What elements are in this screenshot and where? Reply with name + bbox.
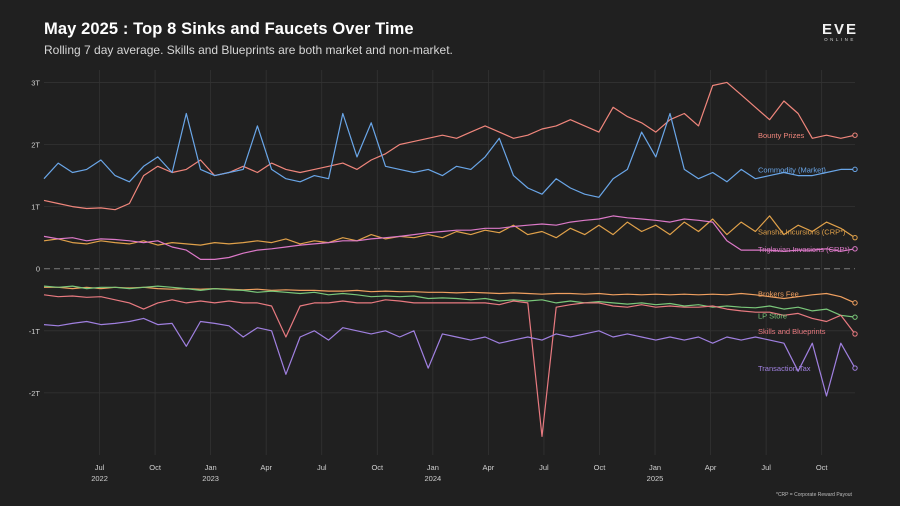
chart-gridlines [44,70,855,455]
x-tick-label: Apr [260,463,272,472]
y-tick-label: -1T [29,327,41,336]
series-end-marker [852,300,858,306]
x-tick-label: Jul [317,463,327,472]
series-end-marker [852,166,858,173]
x-axis: Jul 2022 Oct Jan 2023 Apr Jul Oct Jan 2024 Apr Jul O… [91,463,828,483]
x-tick-label: Jul [95,463,105,472]
y-tick-label: 0 [36,265,40,274]
series-line-lp-store [43,285,856,318]
x-tick-label: Oct [149,463,162,472]
y-tick-label: 2T [31,141,40,150]
series-end-marker [852,365,858,371]
series-line-brokers-fee [44,286,856,304]
x-year-label: 2024 [424,474,441,483]
series-line-sansha-incursions-crp [43,215,856,246]
x-tick-label: Jul [761,463,771,472]
y-axis: 3T 2T 1T 0 -1T -2T [29,78,41,397]
series-line-commodity-market [43,112,855,198]
x-year-label: 2022 [91,474,108,483]
series-end-marker [852,314,858,320]
series-label-lp-store: LP Store [758,311,787,320]
y-tick-label: 1T [31,203,40,212]
series-label-bounty-prizes: Bounty Prizes [758,131,805,140]
series-line-transaction-tax [43,317,856,397]
series-label-triglavian-invasions-crp: Triglavian Invasions (CRP*) [758,245,850,254]
series-label-skills-and-blueprints: Skills and Blueprints [758,327,826,336]
logo-subtext: ONLINE [824,37,856,42]
series-labels: Bounty Prizes Commodity (Market) Sansha In… [758,131,850,373]
series-label-brokers-fee: Brokers Fee [758,290,799,299]
x-tick-label: Oct [594,463,607,472]
y-tick-label: -2T [29,389,41,398]
series-label-transaction-tax: Transaction Tax [758,364,811,373]
series-lines [43,81,858,437]
footnote: *CRP = Corporate Reward Payout [776,492,852,498]
x-tick-label: Jan [427,463,439,472]
series-label-commodity-market: Commodity (Market) [758,165,826,174]
x-year-label: 2023 [202,474,219,483]
x-tick-label: Jul [539,463,549,472]
series-end-marker [852,246,858,252]
x-year-label: 2025 [647,474,664,483]
x-tick-label: Apr [483,463,495,472]
y-tick-label: 3T [31,78,40,87]
logo-text: EVE [821,21,858,38]
x-tick-label: Apr [705,463,717,472]
series-end-marker [852,132,858,138]
series-label-sansha-incursions-crp: Sansha Incursions (CRP*) [758,227,846,236]
series-end-marker [852,234,858,241]
x-tick-label: Jan [649,463,661,472]
x-tick-label: Oct [371,463,384,472]
chart-subtitle: Rolling 7 day average. Skills and Bluepr… [44,43,453,57]
x-tick-label: Jan [205,463,217,472]
x-tick-label: Oct [816,463,829,472]
series-end-marker [852,331,858,337]
series-line-skills-and-blueprints [43,294,856,437]
eve-online-logo: EVE ONLINE [812,22,868,43]
series-line-triglavian-invasions-crp [43,215,856,260]
series-line-bounty-prizes [43,81,856,211]
chart-title: May 2025 : Top 8 Sinks and Faucets Over … [44,20,414,38]
